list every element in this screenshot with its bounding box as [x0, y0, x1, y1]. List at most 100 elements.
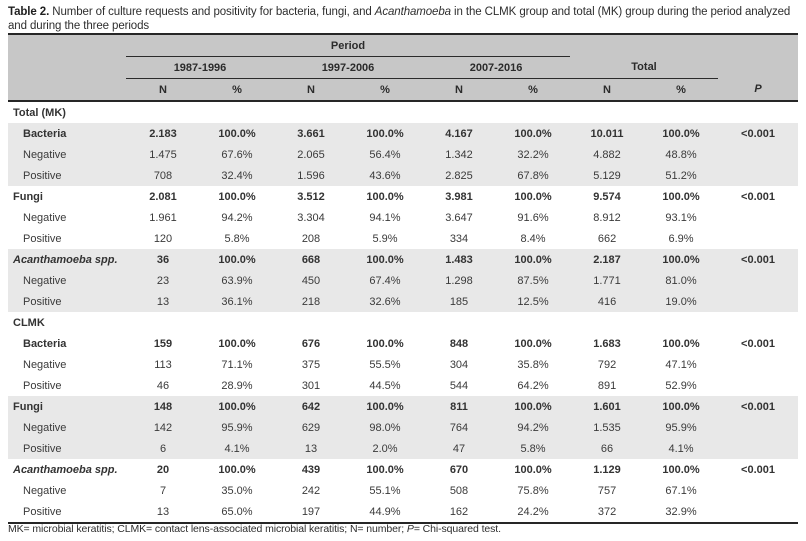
- cell-value: 242: [274, 480, 348, 501]
- cell-value: 450: [274, 270, 348, 291]
- table-row: Fungi 148 100.0% 642 100.0% 811 100.0% 1.601 100…: [8, 396, 799, 417]
- cell-value: [644, 312, 719, 333]
- cell-value: 100.0%: [348, 333, 422, 354]
- p-value-cell: [718, 291, 799, 312]
- cell-value: 2.081: [126, 186, 200, 207]
- cell-value: 100.0%: [644, 333, 719, 354]
- cell-value: 36: [126, 249, 200, 270]
- cell-value: 63.9%: [200, 270, 274, 291]
- row-label: Negative: [8, 480, 126, 501]
- cell-value: 5.9%: [348, 228, 422, 249]
- cell-value: 23: [126, 270, 200, 291]
- cell-value: 100.0%: [348, 459, 422, 480]
- cell-value: 100.0%: [644, 186, 719, 207]
- cell-value: 670: [422, 459, 496, 480]
- cell-value: 51.2%: [644, 165, 719, 186]
- cell-value: 304: [422, 354, 496, 375]
- cell-value: 55.5%: [348, 354, 422, 375]
- cell-value: 100.0%: [348, 186, 422, 207]
- cell-value: 7: [126, 480, 200, 501]
- cell-value: 708: [126, 165, 200, 186]
- p-value-cell: [718, 144, 799, 165]
- footnote-segment-1: MK= microbial keratitis; CLMK= contact l…: [8, 523, 407, 535]
- cell-value: 48.8%: [644, 144, 719, 165]
- cell-value: 13: [126, 291, 200, 312]
- cell-value: 24.2%: [496, 501, 571, 523]
- title-italic-term: Acanthamoeba: [374, 6, 451, 18]
- cell-value: [644, 101, 719, 123]
- cell-value: 100.0%: [200, 396, 274, 417]
- row-label: Negative: [8, 144, 126, 165]
- cell-value: 52.9%: [644, 375, 719, 396]
- cell-value: 764: [422, 417, 496, 438]
- table-row: Acanthamoeba spp. 36 100.0% 668 100.0% 1.483 1…: [8, 249, 799, 270]
- cell-value: 8.912: [570, 207, 645, 228]
- table-number-label: Table 2.: [8, 6, 50, 18]
- cell-value: [126, 312, 200, 333]
- row-label: Positive: [8, 501, 126, 523]
- cell-value: 100.0%: [496, 396, 571, 417]
- table-row: Positive 13 65.0% 197 44.9% 162 24.2% 372 32.9%: [8, 501, 799, 523]
- p-value-cell: [718, 354, 799, 375]
- cell-value: 9.574: [570, 186, 645, 207]
- cell-value: 4.882: [570, 144, 645, 165]
- cell-value: 1.535: [570, 417, 645, 438]
- cell-value: 100.0%: [200, 186, 274, 207]
- p-value-cell: <0.001: [718, 459, 799, 480]
- stat-header-row: N % N % N % N % P: [8, 78, 799, 102]
- cell-value: 67.8%: [496, 165, 571, 186]
- title-segment-1: Number of culture requests and positivit…: [49, 6, 375, 18]
- row-label: Positive: [8, 228, 126, 249]
- cell-value: 2.187: [570, 249, 645, 270]
- title-segment-2: in the CLMK group and total (MK) group d…: [8, 6, 791, 32]
- cell-value: [422, 101, 496, 123]
- p-value-cell: <0.001: [718, 186, 799, 207]
- table-row: Acanthamoeba spp. 20 100.0% 439 100.0% 670 100…: [8, 459, 799, 480]
- cell-value: 100.0%: [496, 333, 571, 354]
- cell-value: 100.0%: [200, 459, 274, 480]
- p-value-cell: [718, 228, 799, 249]
- cell-value: 811: [422, 396, 496, 417]
- table-row: Positive 120 5.8% 208 5.9% 334 8.4% 662 6.9%: [8, 228, 799, 249]
- cell-value: [274, 101, 348, 123]
- cell-value: 100.0%: [200, 123, 274, 144]
- cell-value: 334: [422, 228, 496, 249]
- year-header-row: 1987-1996 1997-2006 2007-2016 Total: [8, 56, 799, 79]
- table-footnote: MK= microbial keratitis; CLMK= contact l…: [8, 523, 796, 535]
- row-label: Negative: [8, 417, 126, 438]
- cell-value: 12.5%: [496, 291, 571, 312]
- cell-value: 94.2%: [496, 417, 571, 438]
- p-value-cell: [718, 312, 799, 333]
- cell-value: 757: [570, 480, 645, 501]
- cell-value: 113: [126, 354, 200, 375]
- header-spacer-total: [570, 34, 719, 57]
- p-value-cell: [718, 165, 799, 186]
- cell-value: [348, 312, 422, 333]
- cell-value: 67.6%: [200, 144, 274, 165]
- p-value-cell: [718, 270, 799, 291]
- table-row: Negative 23 63.9% 450 67.4% 1.298 87.5% 1.771 81…: [8, 270, 799, 291]
- cell-value: 100.0%: [200, 333, 274, 354]
- cell-value: 56.4%: [348, 144, 422, 165]
- cell-value: 32.9%: [644, 501, 719, 523]
- row-label: CLMK: [8, 312, 126, 333]
- table-row: Total (MK): [8, 101, 799, 123]
- row-label: Positive: [8, 375, 126, 396]
- cell-value: 792: [570, 354, 645, 375]
- cell-value: 3.981: [422, 186, 496, 207]
- cell-value: 662: [570, 228, 645, 249]
- cell-value: 1.771: [570, 270, 645, 291]
- n-column-header: N: [570, 78, 645, 102]
- table-body: Total (MK) Bacteria 2.183 100.0% 3.661 100.0%…: [8, 101, 799, 523]
- cell-value: 6: [126, 438, 200, 459]
- cell-value: 159: [126, 333, 200, 354]
- cell-value: 162: [422, 501, 496, 523]
- cell-value: 100.0%: [644, 249, 719, 270]
- p-value-cell: <0.001: [718, 249, 799, 270]
- cell-value: 642: [274, 396, 348, 417]
- cell-value: 197: [274, 501, 348, 523]
- cell-value: 8.4%: [496, 228, 571, 249]
- row-label: Positive: [8, 291, 126, 312]
- cell-value: 100.0%: [644, 123, 719, 144]
- cell-value: 32.4%: [200, 165, 274, 186]
